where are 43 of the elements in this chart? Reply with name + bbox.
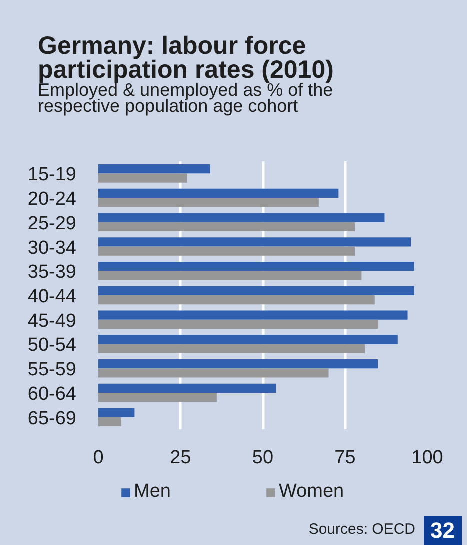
y-tick-label: 15-19 xyxy=(28,164,77,186)
bar xyxy=(98,344,365,354)
y-tick-label: 25-29 xyxy=(28,213,77,234)
bar xyxy=(98,222,356,232)
x-tick-label: 100 xyxy=(412,448,444,468)
bar xyxy=(98,408,135,418)
bar xyxy=(98,188,339,198)
bar xyxy=(98,335,398,344)
bar xyxy=(98,368,329,378)
bar xyxy=(98,246,356,256)
y-tick-label: 50-54 xyxy=(28,335,77,356)
bar xyxy=(98,296,375,305)
bar xyxy=(98,238,412,247)
legend-label: Women xyxy=(278,481,344,503)
y-tick-label: 35-39 xyxy=(28,262,77,284)
bar xyxy=(98,320,378,329)
bar xyxy=(98,359,378,369)
chart-title: Germany: labour force participation rates (2010) xyxy=(38,32,334,84)
y-tick-label: 45-49 xyxy=(28,310,77,332)
text: 32 xyxy=(424,516,462,544)
bar xyxy=(98,392,217,402)
bar xyxy=(98,310,408,320)
x-tick-label: 75 xyxy=(334,448,356,468)
y-tick-label: 40-44 xyxy=(28,286,77,308)
y-tick-label: 20-24 xyxy=(28,189,77,210)
legend-label: Men xyxy=(134,481,171,503)
bar xyxy=(98,384,276,393)
bar xyxy=(98,262,414,272)
y-tick-label: 30-34 xyxy=(28,238,77,259)
y-tick-label: 65-69 xyxy=(28,408,77,430)
bar xyxy=(98,164,210,174)
bar xyxy=(98,198,319,208)
x-tick-label: 25 xyxy=(170,448,192,468)
y-tick-label: 60-64 xyxy=(28,384,77,405)
bar xyxy=(98,286,414,296)
bar xyxy=(98,417,122,426)
source-note: Sources: OECD xyxy=(308,520,416,540)
bar xyxy=(98,174,188,183)
x-tick-label: 0 xyxy=(93,448,104,468)
x-tick-label: 50 xyxy=(252,448,274,468)
bar xyxy=(98,213,385,222)
bar xyxy=(98,271,362,280)
y-tick-label: 55-59 xyxy=(28,360,77,381)
